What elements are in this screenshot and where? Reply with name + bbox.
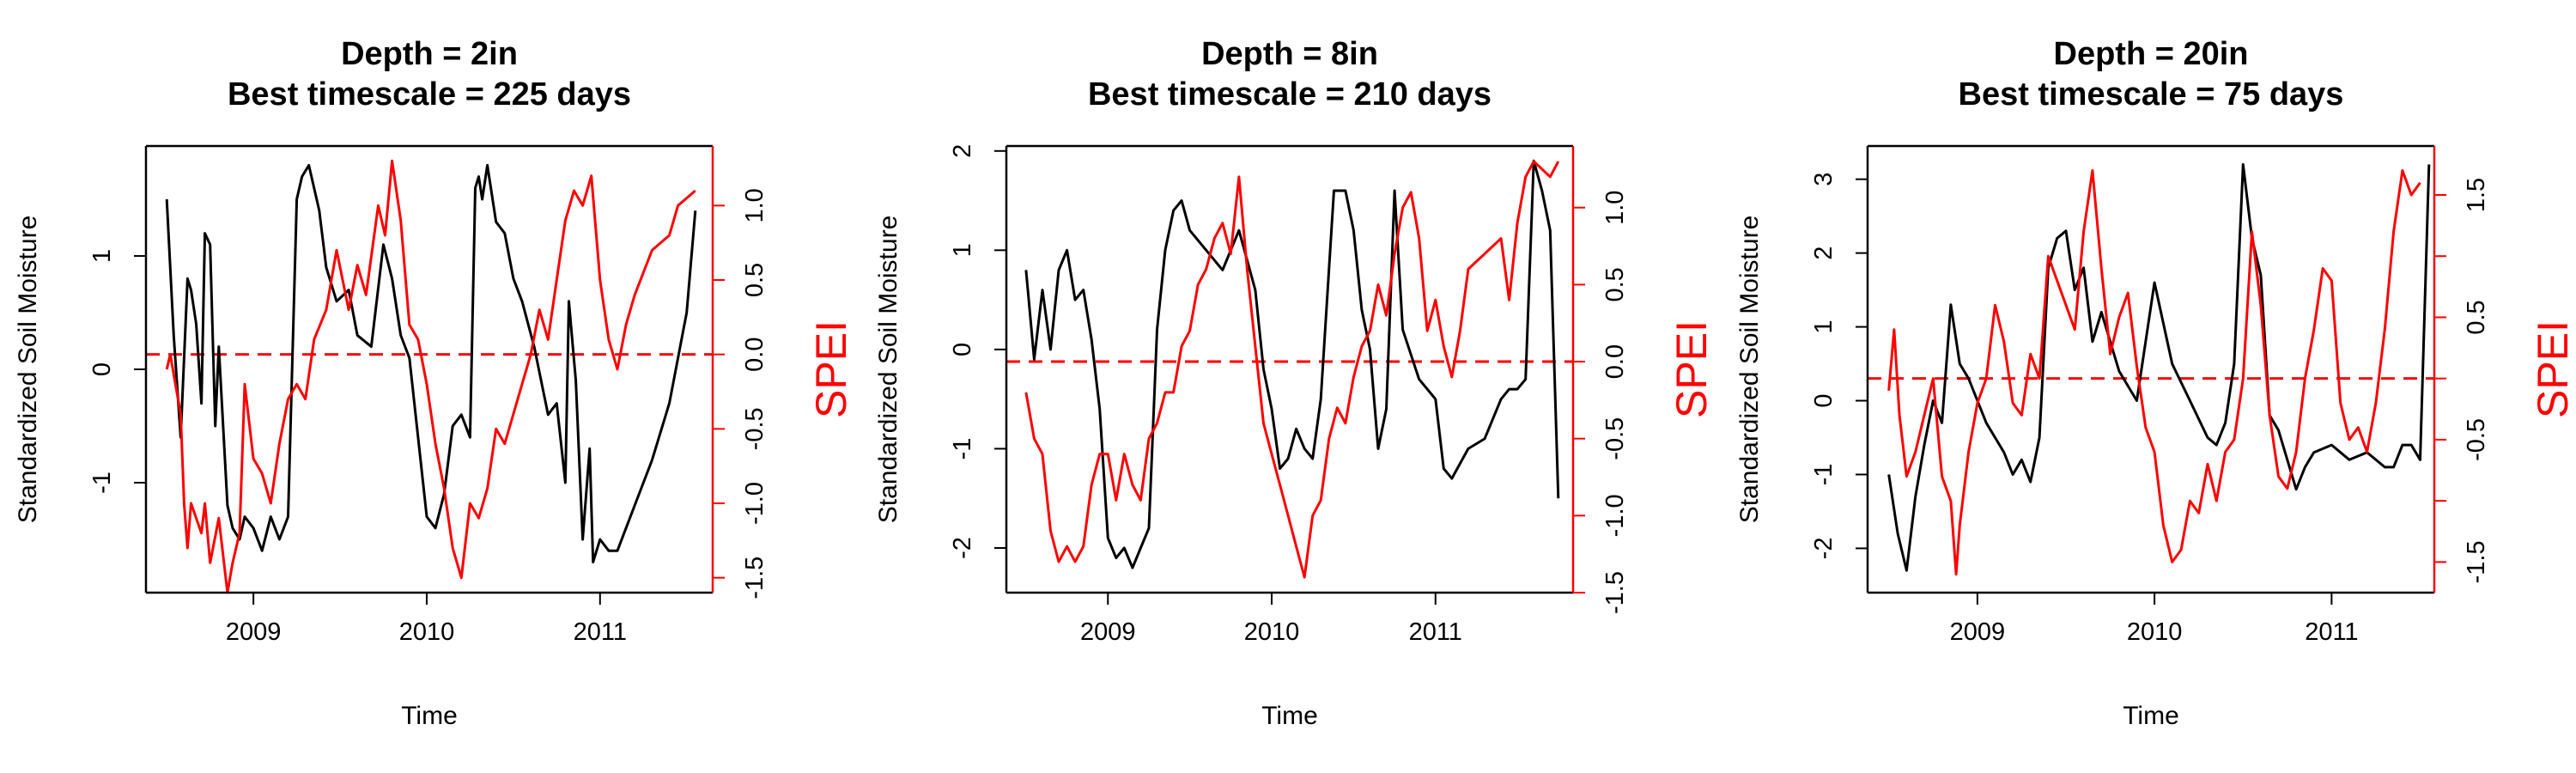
x-tick-label: 2011: [574, 618, 627, 646]
x-axis-label: Time: [2123, 702, 2179, 730]
chart-panel-1: Depth = 2in Best timescale = 225 days 2009…: [14, 36, 855, 730]
y-tick-label: 1: [949, 243, 976, 257]
chart-title-line-2: Best timescale = 75 days: [1959, 76, 2344, 113]
chart-title-line-1: Depth = 20in: [2054, 36, 2249, 72]
right-y-axis-label: SPEI: [807, 320, 855, 418]
right-y-tick-label: -1.5: [741, 557, 769, 600]
right-y-tick-label: 0.5: [1601, 267, 1629, 301]
x-tick-label: 2011: [1409, 618, 1462, 646]
y-axis-label: Standardized Soil Moisture: [874, 216, 902, 524]
y-axis-label: Standardized Soil Moisture: [14, 216, 42, 524]
chart-title-line-1: Depth = 8in: [1201, 36, 1378, 72]
x-tick-label: 2011: [2305, 618, 2358, 646]
x-axis-label: Time: [1261, 702, 1318, 730]
y-tick-label: 2: [949, 144, 976, 158]
right-y-tick-label: -1.5: [1601, 571, 1629, 614]
right-y-tick-label: -0.5: [1601, 417, 1629, 460]
right-y-tick-label: -1.0: [1601, 494, 1629, 537]
right-y-tick-label: 1.0: [1601, 191, 1629, 225]
x-tick-label: 2010: [2127, 618, 2183, 646]
right-y-tick-label: 0.0: [741, 338, 769, 372]
x-axis-label: Time: [401, 702, 458, 730]
y-tick-label: 0: [1810, 393, 1838, 407]
chart-title-line-2: Best timescale = 225 days: [228, 76, 631, 113]
x-tick-label: 2010: [399, 618, 455, 646]
chart-panel-2: Depth = 8in Best timescale = 210 days 2009…: [874, 36, 1716, 730]
right-y-tick-label: 0.5: [741, 263, 769, 297]
y-tick-label: 0: [88, 362, 116, 376]
y-tick-label: -1: [88, 472, 116, 494]
series-line-soil-moisture: [1887, 163, 2431, 572]
y-tick-label: -2: [1810, 538, 1838, 560]
series-line-soil-moisture: [1024, 159, 1560, 569]
series-line-spei: [1024, 160, 1560, 579]
chart-title-line-1: Depth = 2in: [341, 36, 518, 72]
x-tick-label: 2009: [1080, 618, 1136, 646]
y-tick-label: 1: [88, 249, 116, 263]
y-tick-label: 3: [1810, 173, 1838, 186]
chart-title-line-2: Best timescale = 210 days: [1088, 76, 1492, 113]
series-line-soil-moisture: [165, 163, 697, 563]
right-y-tick-label: -0.5: [2463, 418, 2490, 461]
y-tick-label: -1: [949, 438, 976, 460]
y-tick-label: 1: [1810, 320, 1838, 334]
right-y-tick-label: -0.5: [741, 407, 769, 450]
chart-panel-3: Depth = 20in Best timescale = 75 days 2009…: [1735, 36, 2576, 730]
right-y-tick-label: 1.5: [2463, 178, 2490, 212]
right-y-tick-label: 0.0: [1601, 344, 1629, 379]
x-tick-label: 2009: [226, 618, 282, 646]
right-y-tick-label: 0.5: [2463, 300, 2490, 334]
x-tick-label: 2010: [1244, 618, 1300, 646]
series-line-spei: [1887, 169, 2421, 576]
right-y-tick-label: -1.0: [741, 482, 769, 525]
series-line-spei: [165, 159, 696, 594]
right-y-tick-label: -1.5: [2463, 540, 2490, 583]
right-y-tick-label: 1.0: [741, 188, 769, 222]
y-tick-label: 0: [949, 343, 976, 356]
right-y-axis-label: SPEI: [1668, 320, 1716, 418]
y-tick-label: -2: [949, 537, 976, 559]
x-tick-label: 2009: [1950, 618, 2006, 646]
right-y-axis-label: SPEI: [2529, 320, 2576, 418]
y-axis-label: Standardized Soil Moisture: [1735, 216, 1764, 524]
y-tick-label: 2: [1810, 247, 1838, 260]
y-tick-label: -1: [1810, 464, 1838, 486]
